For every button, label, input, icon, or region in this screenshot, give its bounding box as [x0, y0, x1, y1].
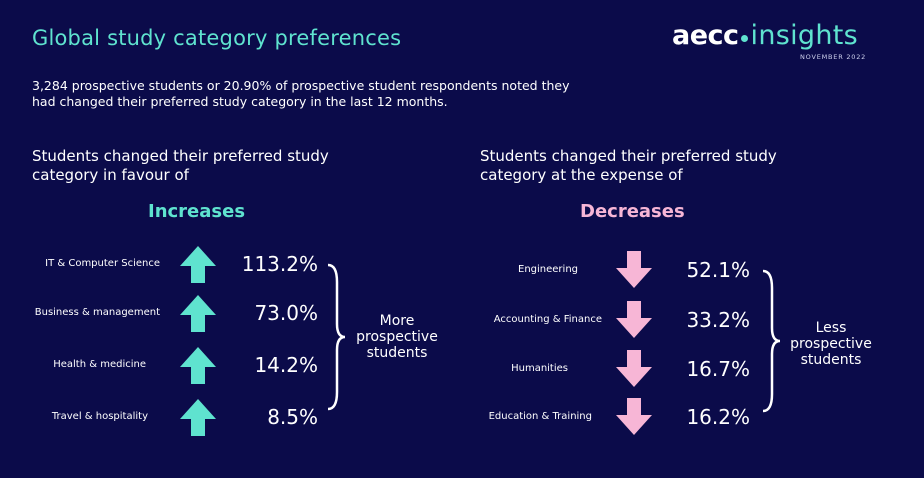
increase-category: Travel & hospitality	[51, 411, 148, 422]
decrease-category: Humanities	[511, 363, 568, 374]
report-date: NOVEMBER 2022	[800, 53, 867, 61]
decrease-category: Engineering	[518, 264, 578, 275]
decreases-heading: Students changed their preferred study c…	[480, 147, 777, 184]
increase-value: 14.2%	[254, 353, 318, 377]
decrease-value: 52.1%	[686, 258, 750, 282]
arrow-down-icon	[614, 300, 654, 340]
increase-row: Business & management 73.0%	[0, 291, 340, 335]
increase-category: Health & medicine	[53, 359, 146, 370]
increase-value: 73.0%	[254, 301, 318, 325]
arrow-up-icon	[178, 293, 218, 333]
decrease-value: 16.2%	[686, 405, 750, 429]
increase-row: Health & medicine 14.2%	[0, 343, 340, 387]
increases-brace	[327, 263, 346, 411]
increase-category: IT & Computer Science	[45, 258, 160, 269]
arrow-up-icon	[178, 397, 218, 437]
increases-summary: More prospective students	[356, 313, 438, 361]
arrow-up-icon	[178, 345, 218, 385]
decrease-row: Humanities 16.7%	[420, 347, 760, 391]
brand-name-left: aecc	[672, 20, 739, 51]
decreases-label: Decreases	[580, 201, 685, 222]
decrease-category: Education & Training	[488, 411, 592, 422]
decreases-summary: Less prospective students	[790, 320, 872, 368]
increase-value: 8.5%	[267, 405, 318, 429]
decrease-value: 16.7%	[686, 357, 750, 381]
increase-category: Business & management	[34, 307, 160, 318]
brand-dot-icon	[740, 35, 748, 42]
intro-text: 3,284 prospective students or 20.90% of …	[32, 78, 570, 109]
increase-value: 113.2%	[241, 252, 318, 276]
decrease-category: Accounting & Finance	[493, 314, 602, 325]
aecc-insights-logo: aecc insights NOVEMBER 2022	[672, 20, 872, 61]
decrease-value: 33.2%	[686, 308, 750, 332]
increase-row: Travel & hospitality 8.5%	[0, 395, 340, 439]
increases-label: Increases	[148, 201, 246, 222]
arrow-down-icon	[614, 349, 654, 389]
arrow-down-icon	[614, 397, 654, 437]
arrow-up-icon	[178, 244, 218, 284]
arrow-down-icon	[614, 250, 654, 290]
decrease-row: Accounting & Finance 33.2%	[420, 298, 760, 342]
decrease-row: Education & Training 16.2%	[420, 395, 760, 439]
page-title: Global study category preferences	[32, 26, 402, 50]
brand-name-right: insights	[750, 20, 859, 51]
decreases-brace	[762, 269, 781, 413]
decrease-row: Engineering 52.1%	[420, 248, 760, 292]
increases-heading: Students changed their preferred study c…	[32, 147, 329, 184]
increase-row: IT & Computer Science 113.2%	[0, 242, 340, 286]
